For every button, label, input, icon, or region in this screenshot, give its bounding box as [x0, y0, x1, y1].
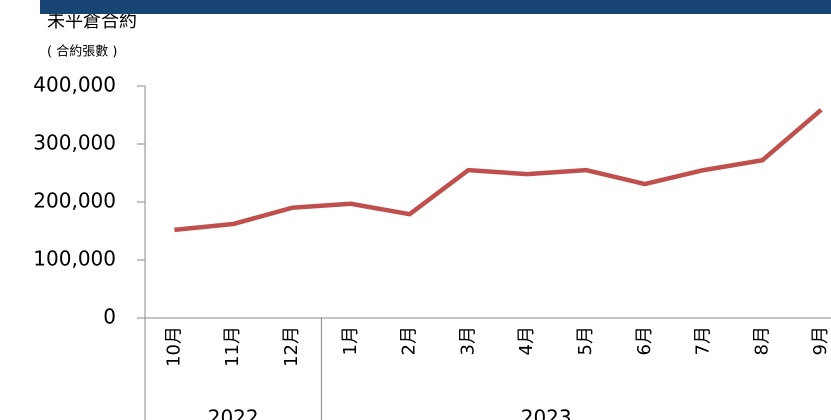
x-tick-label: 5月	[575, 326, 596, 355]
y-tick-label: 0	[103, 305, 116, 329]
chart-subtitle: ( 合約張數 )	[47, 45, 117, 60]
x-tick-label: 7月	[693, 326, 714, 355]
x-tick-label: 6月	[634, 326, 655, 355]
year-label: 2023	[521, 406, 572, 420]
y-tick-label: 300,000	[33, 131, 116, 155]
header-band	[40, 0, 831, 14]
x-tick-label: 11月	[222, 326, 243, 367]
x-tick-label: 10月	[163, 326, 184, 367]
x-tick-label: 4月	[516, 326, 537, 355]
y-tick-label: 100,000	[33, 247, 116, 271]
x-tick-label: 1月	[340, 326, 361, 355]
x-tick-label: 2月	[399, 326, 420, 355]
x-tick-label: 8月	[751, 326, 772, 355]
chart-title: 未平倉合約	[47, 11, 137, 32]
x-tick-label: 12月	[281, 326, 302, 367]
y-tick-label: 400,000	[33, 73, 116, 97]
y-tick-label: 200,000	[33, 189, 116, 213]
x-tick-label: 9月	[810, 326, 831, 355]
x-tick-label: 3月	[457, 326, 478, 355]
data-line	[174, 108, 823, 233]
year-label: 2022	[208, 406, 259, 420]
